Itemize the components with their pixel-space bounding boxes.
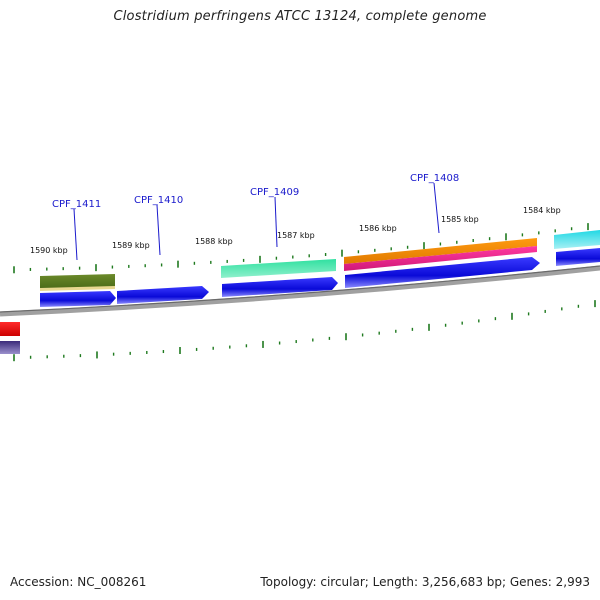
feature-orange-cpf-1408[interactable] <box>344 238 537 264</box>
kbp-labels: 1590 kbp 1589 kbp 1588 kbp 1587 kbp 1586… <box>30 206 561 255</box>
feature-row-blue <box>40 248 600 307</box>
kbp-label-1588: 1588 kbp <box>195 237 233 246</box>
kbp-label-1585: 1585 kbp <box>441 215 479 224</box>
kbp-label-1584: 1584 kbp <box>523 206 561 215</box>
feature-row-upper <box>40 230 600 291</box>
kbp-label-1586: 1586 kbp <box>359 224 397 233</box>
feature-magenta-cpf-1408[interactable] <box>344 246 537 271</box>
cds-arrow-right-edge[interactable] <box>556 248 600 266</box>
feature-row-lower <box>0 322 20 354</box>
outer-tick-ruler <box>13 223 589 274</box>
gene-leader-line <box>156 204 161 256</box>
kbp-label-1587: 1587 kbp <box>277 231 315 240</box>
gene-label-cpf-1409[interactable]: CPF_1409 <box>250 187 299 198</box>
gene-label-cpf-1408[interactable]: CPF_1408 <box>410 173 459 184</box>
kbp-label-1590: 1590 kbp <box>30 246 68 255</box>
feature-olive-cpf-1411[interactable] <box>40 274 115 289</box>
feature-cyan[interactable] <box>554 230 600 249</box>
genome-backbone <box>0 265 600 317</box>
cds-arrow-cpf-1408[interactable] <box>345 257 540 288</box>
cds-arrow-cpf-1410[interactable] <box>117 286 209 304</box>
gene-leader-line <box>73 208 78 261</box>
map-title: Clostridium perfringens ATCC 13124, comp… <box>113 9 487 24</box>
cds-arrow-cpf-1411[interactable] <box>40 291 116 307</box>
inner-tick-ruler <box>13 300 596 362</box>
genome-summary: Topology: circular; Length: 3,256,683 bp… <box>260 575 590 589</box>
genome-backbone-edge <box>0 265 600 313</box>
kbp-label-1589: 1589 kbp <box>112 241 150 250</box>
feature-olive-edge <box>40 286 115 291</box>
gene-leader-line <box>433 182 440 234</box>
cds-arrow-cpf-1409[interactable] <box>222 277 338 297</box>
accession-label: Accession: NC_008261 <box>10 575 147 589</box>
gene-label-cpf-1411[interactable]: CPF_1411 <box>52 199 101 210</box>
feature-teal-cpf-1409[interactable] <box>221 259 336 278</box>
gene-labels: CPF_1411 CPF_1410 CPF_1409 CPF_1408 <box>52 173 459 261</box>
feature-purple[interactable] <box>0 341 20 354</box>
gene-label-cpf-1410[interactable]: CPF_1410 <box>134 195 183 206</box>
gene-leader-line <box>274 196 278 248</box>
feature-red[interactable] <box>0 322 20 336</box>
